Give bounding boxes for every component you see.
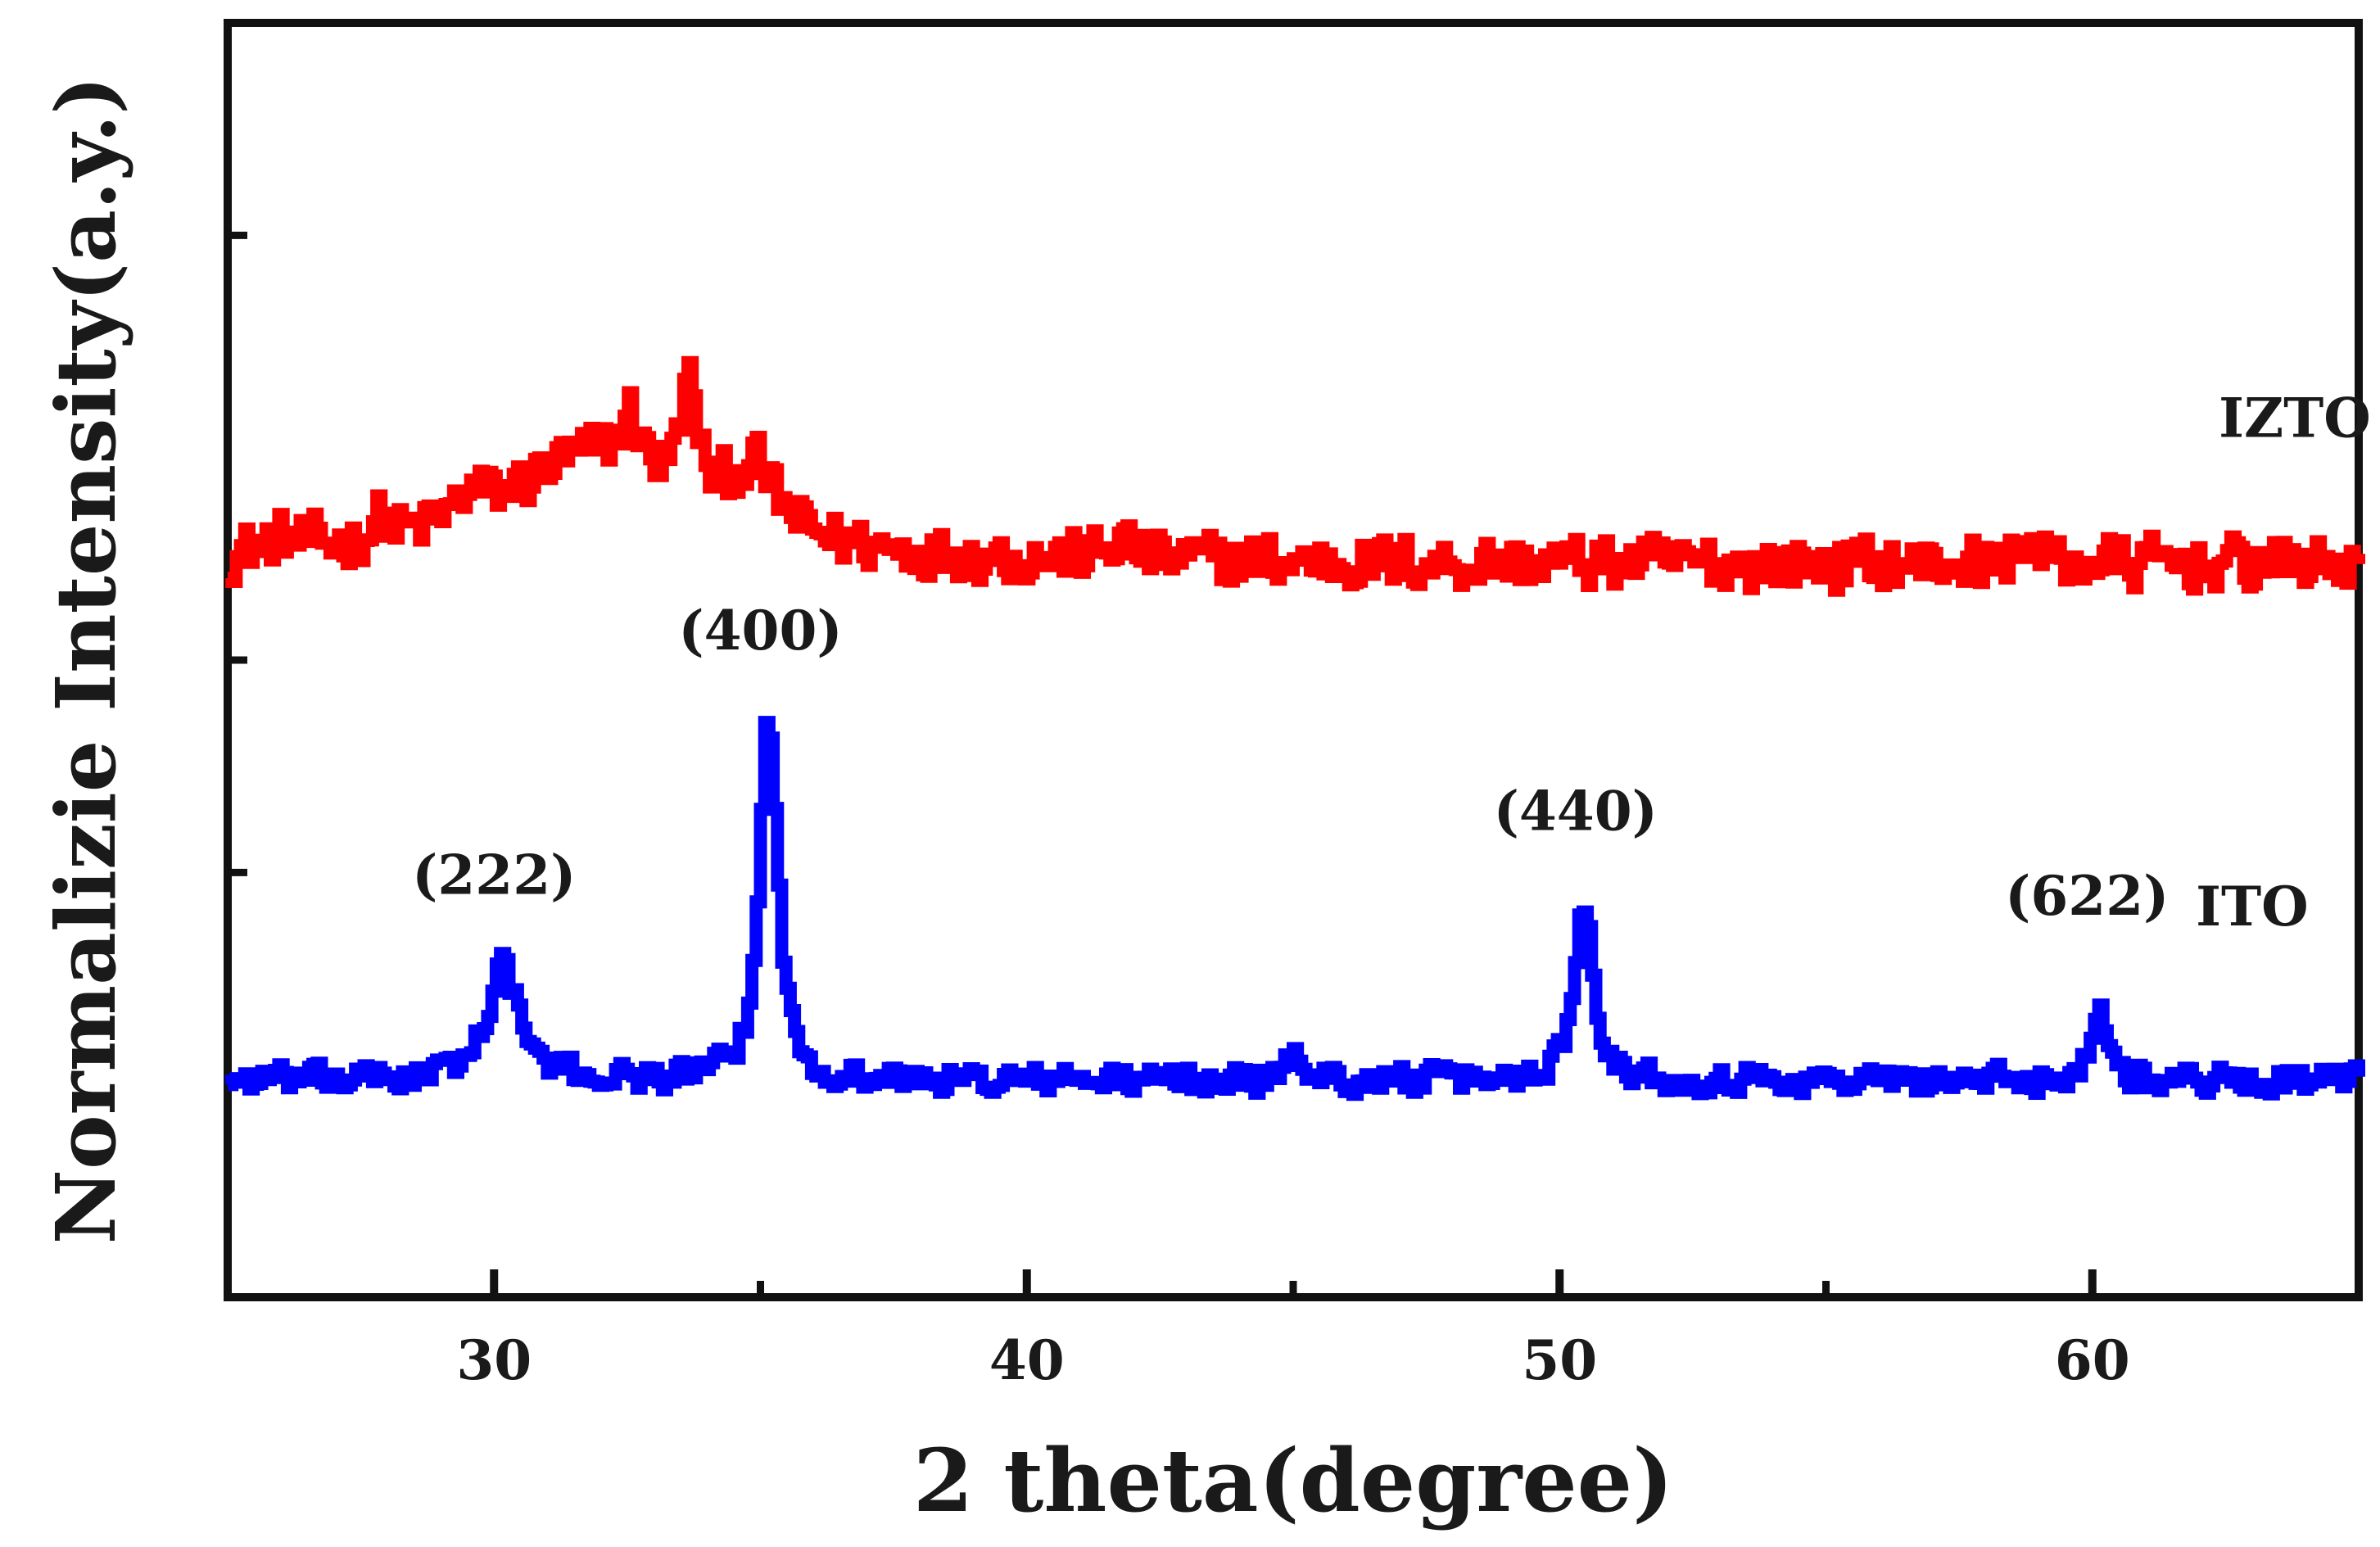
ticks-layer: 30 40 50 60	[228, 231, 2130, 1392]
peak-label-222: (222)	[412, 843, 576, 907]
y-axis-label: Normalizie Intensity(a.y.)	[38, 76, 134, 1245]
plot-frame	[224, 19, 2363, 1301]
series-label-izto: IZTO	[2219, 387, 2371, 450]
x-tick-label-40: 40	[989, 1328, 1065, 1392]
series-line-ito	[225, 716, 2365, 1101]
x-tick-label-50: 50	[1522, 1328, 1597, 1392]
peak-label-622: (622)	[2005, 864, 2169, 928]
peak-label-440: (440)	[1494, 779, 1658, 843]
labels-layer: IZTO ITO (222) (400) (440) (622)	[412, 387, 2371, 939]
x-tick-label-60: 60	[2055, 1328, 2130, 1392]
x-tick-label-30: 30	[456, 1328, 532, 1392]
series-line-izto	[225, 355, 2365, 597]
series-layer	[225, 355, 2365, 1101]
peak-label-400: (400)	[678, 599, 842, 663]
x-axis-label: 2 theta(degree)	[913, 1429, 1673, 1531]
series-label-ito: ITO	[2196, 875, 2308, 939]
